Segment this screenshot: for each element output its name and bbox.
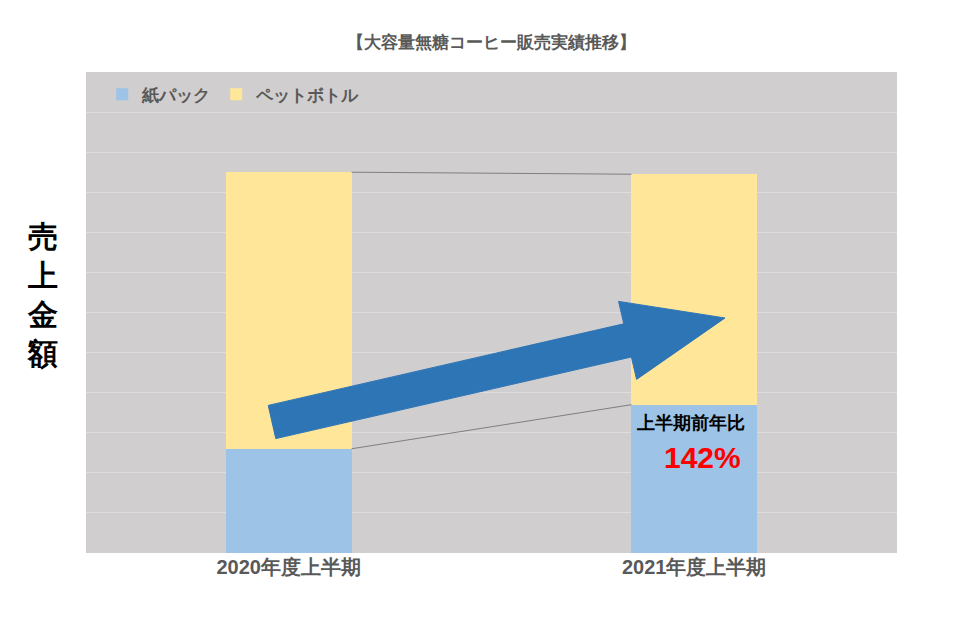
svg-text:上半期前年比: 上半期前年比: [636, 413, 745, 433]
svg-text:【大容量無糖コーヒー販売実績推移】: 【大容量無糖コーヒー販売実績推移】: [347, 33, 636, 52]
svg-text:2021年度上半期: 2021年度上半期: [622, 556, 767, 578]
svg-text:ペットボトル: ペットボトル: [255, 86, 359, 105]
svg-text:142%: 142%: [664, 441, 741, 474]
svg-text:2020年度上半期: 2020年度上半期: [217, 556, 362, 578]
svg-text:紙パック: 紙パック: [141, 86, 210, 105]
svg-text:売上金額: 売上金額: [27, 220, 58, 370]
